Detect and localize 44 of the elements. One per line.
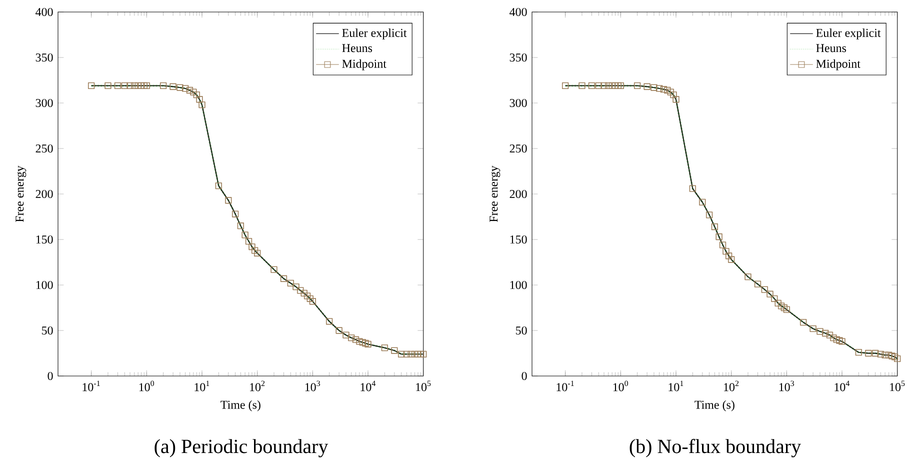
x-tick-label: 10$^{-1}$ <box>556 380 574 392</box>
y-tick-label: 250 <box>510 144 527 153</box>
x-tick-label: 10$^{1}$ <box>668 380 684 392</box>
y-axis-title: Free energy <box>490 166 500 222</box>
x-tick-label: 10$^{2}$ <box>250 380 265 392</box>
legend-label: Heuns <box>816 44 846 52</box>
y-tick-label: 300 <box>510 98 527 108</box>
text: (b) No-flux boundary <box>630 438 802 458</box>
x-tick-label: 10$^{4}$ <box>360 380 376 392</box>
x-tick-label: 10$^{3}$ <box>305 380 320 392</box>
x-axis-title: Time (s) <box>694 400 734 412</box>
x-tick-label: 10$^{5}$ <box>890 380 905 392</box>
y-tick-label: 350 <box>510 53 527 62</box>
y-tick-label: 350 <box>36 53 53 62</box>
legend-label: Midpoint <box>816 59 860 70</box>
y-tick-label: 300 <box>36 98 53 108</box>
y-axis-title: Free energy <box>16 166 26 222</box>
x-tick-label: 10$^{4}$ <box>834 380 850 392</box>
y-tick-label: 400 <box>510 8 527 16</box>
y-tick-label: 0 <box>522 372 527 380</box>
x-tick-label: 10$^{1}$ <box>194 380 210 392</box>
x-tick-label: 10$^{0}$ <box>139 380 154 392</box>
x-tick-label: 10$^{0}$ <box>613 380 628 392</box>
y-tick-label: 100 <box>510 280 527 290</box>
legend-label: Midpoint <box>342 59 386 70</box>
x-tick-label: 10$^{-1}$ <box>82 380 100 392</box>
text: (a) Periodic boundary <box>154 439 328 458</box>
y-tick-label: 250 <box>36 144 53 153</box>
y-tick-label: 150 <box>36 235 53 244</box>
y-tick-label: 200 <box>36 190 53 198</box>
y-tick-label: 200 <box>510 190 527 198</box>
y-tick-label: 50 <box>42 326 53 335</box>
y-tick-label: 0 <box>48 372 53 380</box>
x-tick-label: 10$^{5}$ <box>416 380 431 392</box>
legend-label: Heuns <box>342 44 372 52</box>
x-axis-title: Time (s) <box>220 400 260 412</box>
x-tick-label: 10$^{3}$ <box>779 380 794 392</box>
y-tick-label: 400 <box>36 8 53 16</box>
x-tick-label: 10$^{2}$ <box>724 380 739 392</box>
legend-label: Euler explicit <box>342 28 407 40</box>
y-tick-label: 50 <box>516 326 527 335</box>
legend-label: Euler explicit <box>816 28 881 40</box>
y-tick-label: 100 <box>36 280 53 290</box>
y-tick-label: 150 <box>510 235 527 244</box>
